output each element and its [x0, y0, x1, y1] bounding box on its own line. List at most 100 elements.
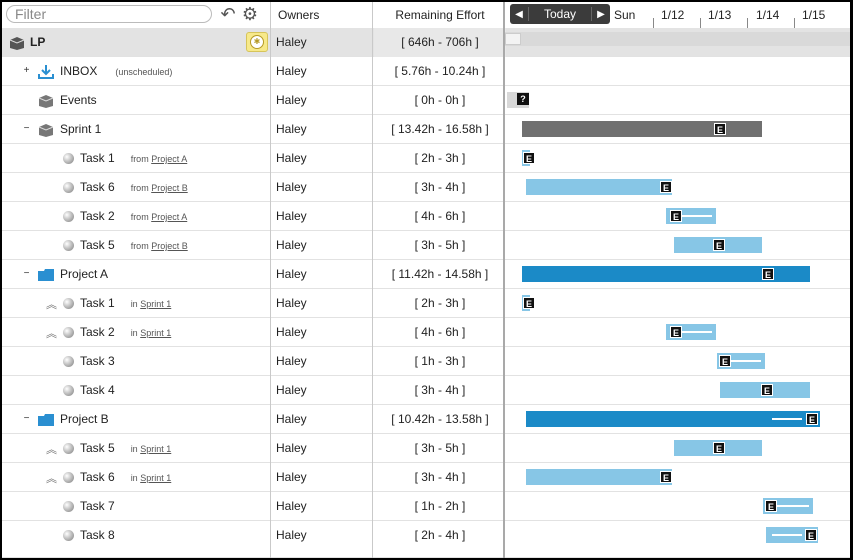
- estimate-marker[interactable]: E: [523, 297, 535, 309]
- row-name[interactable]: Task 4: [80, 383, 115, 397]
- gantt-bar[interactable]: E: [526, 411, 820, 427]
- row-name-text[interactable]: Task 2: [80, 325, 115, 339]
- table-row[interactable]: Task 7 Haley [ 1h - 2h ] E: [2, 492, 850, 521]
- estimate-marker[interactable]: E: [660, 181, 672, 193]
- table-row[interactable]: Task 2 from Project A Haley [ 4h - 6h ] E: [2, 202, 850, 231]
- gantt-bar[interactable]: E: [522, 266, 810, 282]
- row-name[interactable]: Task 6 in Sprint 1: [80, 463, 171, 492]
- table-row[interactable]: + INBOX (unscheduled) Haley [ 5.76h - 10.…: [2, 57, 850, 86]
- estimate-marker[interactable]: E: [761, 384, 773, 396]
- estimate-marker[interactable]: E: [670, 326, 682, 338]
- row-name-text[interactable]: Task 5: [80, 238, 115, 252]
- expand-icon[interactable]: +: [23, 65, 30, 76]
- origin-link[interactable]: Sprint 1: [140, 473, 172, 483]
- gantt-bar[interactable]: E: [666, 208, 716, 224]
- row-name[interactable]: Task 5 in Sprint 1: [80, 434, 171, 463]
- gear-icon[interactable]: ⚙: [241, 3, 259, 24]
- row-name[interactable]: Task 2 in Sprint 1: [80, 318, 171, 347]
- gantt-bar[interactable]: E: [522, 150, 535, 166]
- row-name[interactable]: Task 5 from Project B: [80, 231, 188, 260]
- table-row[interactable]: ︽ Task 6 in Sprint 1 Haley [ 3h - 4h ] E: [2, 463, 850, 492]
- filter-input[interactable]: Filter: [6, 5, 212, 23]
- row-name[interactable]: LP: [30, 35, 46, 49]
- origin-link[interactable]: Sprint 1: [140, 299, 172, 309]
- estimate-marker[interactable]: E: [523, 152, 535, 164]
- row-name[interactable]: Task 7: [80, 499, 115, 513]
- table-row[interactable]: Events Haley [ 0h - 0h ] ?: [2, 86, 850, 115]
- table-row[interactable]: ︽ Task 5 in Sprint 1 Haley [ 3h - 5h ] E: [2, 434, 850, 463]
- table-row[interactable]: Task 3 Haley [ 1h - 3h ] E: [2, 347, 850, 376]
- origin-link[interactable]: Project B: [151, 183, 188, 193]
- table-row[interactable]: − Sprint 1 Haley [ 13.42h - 16.58h ] E: [2, 115, 850, 144]
- info-badge[interactable]: ✱: [246, 32, 268, 52]
- gantt-bar[interactable]: E: [674, 237, 762, 253]
- row-name[interactable]: Events: [60, 93, 97, 107]
- row-name-text[interactable]: Task 6: [80, 470, 115, 484]
- gantt-bar[interactable]: E: [763, 498, 813, 514]
- origin-link[interactable]: Sprint 1: [140, 444, 172, 454]
- table-row[interactable]: Task 6 from Project B Haley [ 3h - 4h ] E: [2, 173, 850, 202]
- table-row[interactable]: Task 1 from Project A Haley [ 2h - 3h ] E: [2, 144, 850, 173]
- table-row[interactable]: Task 4 Haley [ 3h - 4h ] E: [2, 376, 850, 405]
- row-name[interactable]: Task 6 from Project B: [80, 173, 188, 202]
- timeline-scrollbar[interactable]: [505, 32, 850, 46]
- table-row[interactable]: − Project A Haley [ 11.42h - 14.58h ] E: [2, 260, 850, 289]
- owners-column-header[interactable]: Owners: [278, 8, 320, 22]
- collapse-icon[interactable]: −: [23, 413, 30, 424]
- row-name[interactable]: Task 1 from Project A: [80, 144, 187, 173]
- prev-button[interactable]: ◀: [515, 8, 523, 20]
- estimate-marker[interactable]: E: [670, 210, 682, 222]
- gantt-bar[interactable]: E: [717, 353, 765, 369]
- gantt-bar[interactable]: E: [526, 469, 672, 485]
- today-button[interactable]: Today: [528, 7, 592, 21]
- timeline-splitter[interactable]: [503, 2, 505, 558]
- origin-link[interactable]: Sprint 1: [140, 328, 172, 338]
- row-name[interactable]: Task 3: [80, 354, 115, 368]
- row-name[interactable]: INBOX (unscheduled): [60, 57, 172, 86]
- effort-column-header[interactable]: Remaining Effort: [395, 8, 485, 22]
- table-row[interactable]: ︽ Task 1 in Sprint 1 Haley [ 2h - 3h ] E: [2, 289, 850, 318]
- column-divider[interactable]: [372, 2, 373, 558]
- question-marker[interactable]: ?: [517, 93, 529, 105]
- gantt-bar[interactable]: E: [720, 382, 810, 398]
- column-divider[interactable]: [270, 2, 271, 558]
- gantt-bar[interactable]: E: [766, 527, 818, 543]
- row-name[interactable]: Project B: [60, 412, 109, 426]
- origin-link[interactable]: Project A: [151, 212, 188, 222]
- row-name-text[interactable]: Task 1: [80, 296, 115, 310]
- estimate-marker[interactable]: E: [805, 529, 817, 541]
- row-name-text[interactable]: Task 2: [80, 209, 115, 223]
- row-name[interactable]: Sprint 1: [60, 122, 102, 136]
- gantt-bar[interactable]: E: [526, 179, 672, 195]
- gantt-bar[interactable]: E: [674, 440, 762, 456]
- estimate-marker[interactable]: E: [713, 442, 725, 454]
- collapse-icon[interactable]: −: [23, 268, 30, 279]
- gantt-bar[interactable]: E: [522, 295, 535, 311]
- estimate-marker[interactable]: E: [765, 500, 777, 512]
- gantt-bar[interactable]: ?: [507, 92, 529, 108]
- table-row[interactable]: ︽ Task 2 in Sprint 1 Haley [ 4h - 6h ] E: [2, 318, 850, 347]
- row-name-text[interactable]: Task 5: [80, 441, 115, 455]
- timeline-scroll-thumb[interactable]: [505, 33, 521, 45]
- table-row[interactable]: Task 5 from Project B Haley [ 3h - 5h ] E: [2, 231, 850, 260]
- estimate-marker[interactable]: E: [762, 268, 774, 280]
- next-button[interactable]: ▶: [597, 8, 605, 20]
- origin-link[interactable]: Project B: [151, 241, 188, 251]
- row-name[interactable]: Task 8: [80, 528, 115, 542]
- estimate-marker[interactable]: E: [806, 413, 818, 425]
- row-name-text[interactable]: Task 6: [80, 180, 115, 194]
- table-row[interactable]: Task 8 Haley [ 2h - 4h ] E: [2, 521, 850, 558]
- undo-icon[interactable]: ↶: [220, 3, 236, 24]
- estimate-marker[interactable]: E: [719, 355, 731, 367]
- collapse-icon[interactable]: −: [23, 123, 30, 134]
- gantt-bar[interactable]: E: [522, 121, 762, 137]
- row-name[interactable]: Task 1 in Sprint 1: [80, 289, 171, 318]
- estimate-marker[interactable]: E: [714, 123, 726, 135]
- row-name[interactable]: Task 2 from Project A: [80, 202, 187, 231]
- row-name-text[interactable]: Task 1: [80, 151, 115, 165]
- estimate-marker[interactable]: E: [713, 239, 725, 251]
- row-name[interactable]: Project A: [60, 267, 109, 281]
- estimate-marker[interactable]: E: [660, 471, 672, 483]
- table-row[interactable]: − Project B Haley [ 10.42h - 13.58h ] E: [2, 405, 850, 434]
- row-name-text[interactable]: INBOX: [60, 64, 98, 78]
